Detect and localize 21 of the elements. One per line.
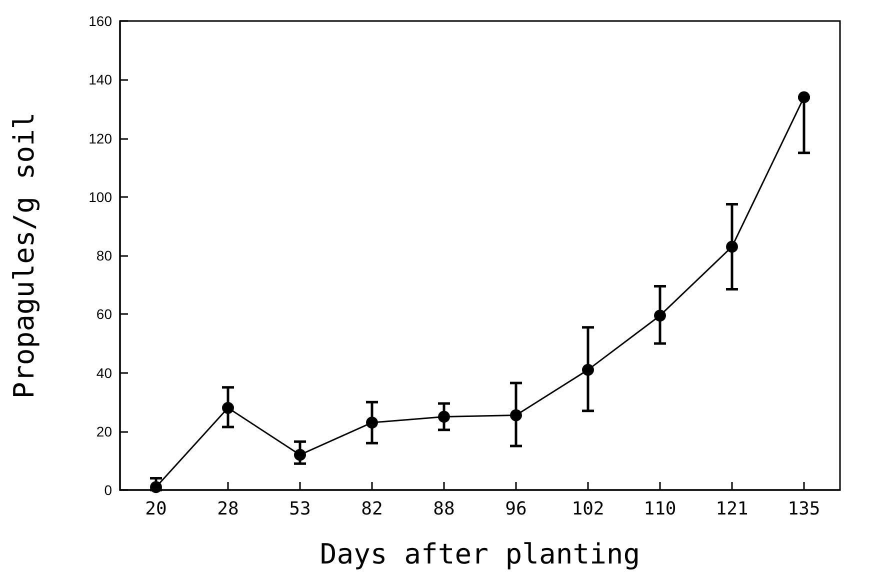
y-tick-label: 0	[104, 482, 112, 498]
x-tick-label: 28	[217, 498, 239, 520]
x-axis-title: Days after planting	[320, 538, 640, 570]
x-tick-label: 135	[788, 498, 820, 520]
x-tick-label: 96	[505, 498, 527, 520]
y-tick-label: 40	[96, 364, 112, 381]
x-tick-label: 82	[361, 498, 383, 520]
y-tick-label: 120	[88, 130, 112, 146]
y-tick-label: 140	[88, 72, 112, 88]
x-tick-label: 88	[433, 498, 455, 520]
y-tick-label: 20	[96, 423, 112, 440]
y-tick-label: 80	[96, 248, 112, 264]
x-tick-label: 53	[289, 498, 311, 520]
x-tick-label: 121	[716, 498, 748, 520]
x-tick-label: 102	[572, 498, 604, 520]
y-tick-label: 100	[88, 188, 112, 205]
x-tick-label: 110	[644, 498, 676, 520]
y-tick-label: 60	[96, 306, 112, 322]
y-axis-title: Propagules/g soil	[8, 112, 40, 399]
y-tick-label: 160	[88, 13, 112, 29]
x-tick-label: 20	[145, 498, 167, 520]
